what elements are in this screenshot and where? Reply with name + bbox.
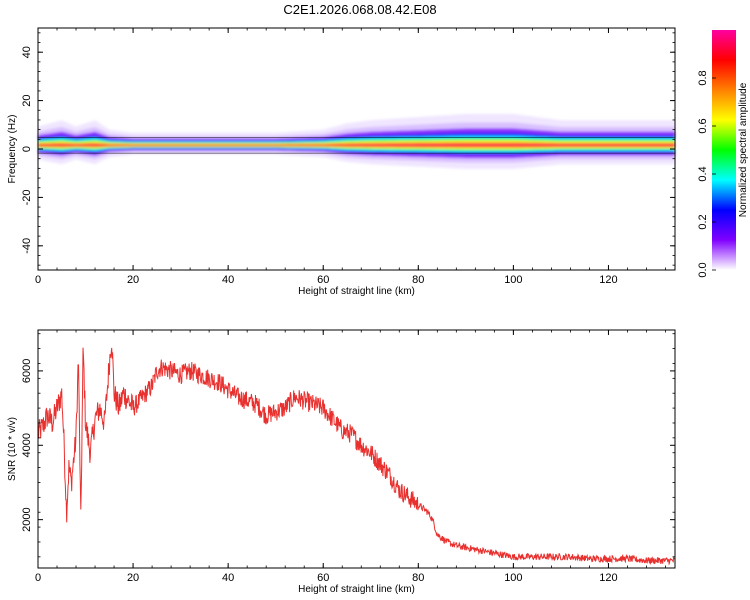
x-tick-label: 120 bbox=[599, 572, 617, 584]
colorbar-tick-label: 0.8 bbox=[697, 70, 709, 85]
x-tick-label: 0 bbox=[35, 274, 41, 286]
x-tick-label: 40 bbox=[222, 274, 234, 286]
snr-frame bbox=[37, 329, 676, 569]
y-tick-label: 6000 bbox=[21, 359, 33, 383]
spectrogram-x-label: Height of straight line (km) bbox=[298, 286, 415, 297]
colorbar-tick-label: 0.0 bbox=[697, 262, 709, 277]
colorbar-tick-label: 0.6 bbox=[697, 118, 709, 133]
colorbar-tick-label: 0.4 bbox=[697, 166, 709, 181]
y-tick-label: -20 bbox=[21, 189, 33, 205]
ridge-band-8 bbox=[38, 143, 675, 147]
y-tick-label: 20 bbox=[21, 94, 33, 106]
spectrogram-y-label: Frequency (Hz) bbox=[7, 115, 18, 184]
colorbar: 0.0 0.2 0.4 0.6 0.8 Normalized spectral ampl… bbox=[697, 30, 749, 278]
snr-x-label: Height of straight line (km) bbox=[298, 584, 415, 595]
y-tick-label: 0 bbox=[21, 146, 33, 152]
colorbar-ticks: 0.0 0.2 0.4 0.6 0.8 bbox=[697, 70, 716, 278]
x-tick-label: 0 bbox=[35, 572, 41, 584]
y-tick-label: -40 bbox=[21, 238, 33, 254]
y-tick-label: 2000 bbox=[21, 507, 33, 531]
spectrogram-frame bbox=[37, 27, 676, 271]
snr-y-label: SNR (10 * v/v) bbox=[7, 417, 18, 481]
colorbar-gradient bbox=[712, 30, 736, 270]
y-tick-label: 4000 bbox=[21, 433, 33, 457]
x-tick-label: 80 bbox=[412, 572, 424, 584]
x-tick-label: 40 bbox=[222, 572, 234, 584]
figure-title: C2E1.2026.068.08.42.E08 bbox=[283, 2, 436, 17]
x-tick-label: 60 bbox=[317, 274, 329, 286]
x-tick-label: 20 bbox=[127, 274, 139, 286]
x-tick-label: 100 bbox=[504, 274, 522, 286]
x-tick-label: 20 bbox=[127, 572, 139, 584]
spectrogram-panel: 0 20 40 60 80 100 120 -40 -20 0 20 40 Height of str… bbox=[7, 27, 676, 297]
colorbar-label: Normalized spectral amplitude bbox=[738, 82, 749, 217]
snr-panel: 0 20 40 60 80 100 120 2000 4000 6000 Height of st… bbox=[7, 329, 676, 595]
x-tick-label: 80 bbox=[412, 274, 424, 286]
colorbar-tick-label: 0.2 bbox=[697, 214, 709, 229]
x-tick-label: 100 bbox=[504, 572, 522, 584]
y-tick-label: 40 bbox=[21, 46, 33, 58]
spectrogram-ridge bbox=[38, 113, 675, 169]
x-tick-label: 60 bbox=[317, 572, 329, 584]
x-tick-label: 120 bbox=[599, 274, 617, 286]
snr-series-line bbox=[37, 347, 676, 566]
